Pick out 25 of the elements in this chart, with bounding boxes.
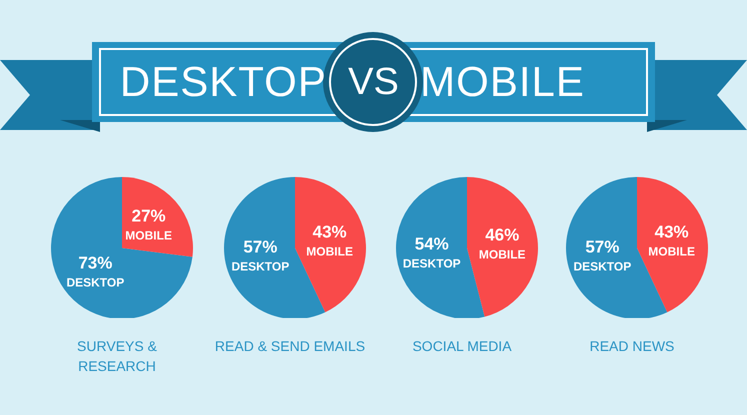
slice-label: MOBILE (125, 228, 172, 243)
data-label: 43% (312, 222, 347, 242)
pie-slice (467, 177, 538, 317)
data-label: 46% (485, 226, 520, 245)
data-label: 57% (585, 238, 620, 257)
data-label: 27% (132, 206, 166, 226)
slice-label: DESKTOP (66, 275, 124, 290)
slice-label: DESKTOP (402, 256, 461, 270)
slice-label: MOBILE (648, 244, 695, 258)
pie-slice (295, 177, 366, 312)
slice-label: DESKTOP (231, 260, 290, 274)
data-label: 57% (243, 238, 278, 257)
data-label: 73% (78, 253, 112, 272)
text: SOCIAL MEDIA (412, 338, 512, 354)
slice-label: DESKTOP (573, 260, 632, 274)
pie-slice (637, 177, 708, 312)
data-label: 43% (654, 222, 689, 242)
slice-label: MOBILE (306, 244, 353, 258)
text: READ & SEND EMAILS (214, 337, 366, 356)
slice-label: MOBILE (478, 248, 526, 262)
data-label: 54% (414, 234, 449, 254)
pie-slice (51, 177, 192, 318)
text: DESKTOP VS MOBILE (118, 58, 586, 106)
text: SURVEYS & RESEARCH (77, 338, 157, 374)
text: READ NEWS (588, 337, 676, 356)
